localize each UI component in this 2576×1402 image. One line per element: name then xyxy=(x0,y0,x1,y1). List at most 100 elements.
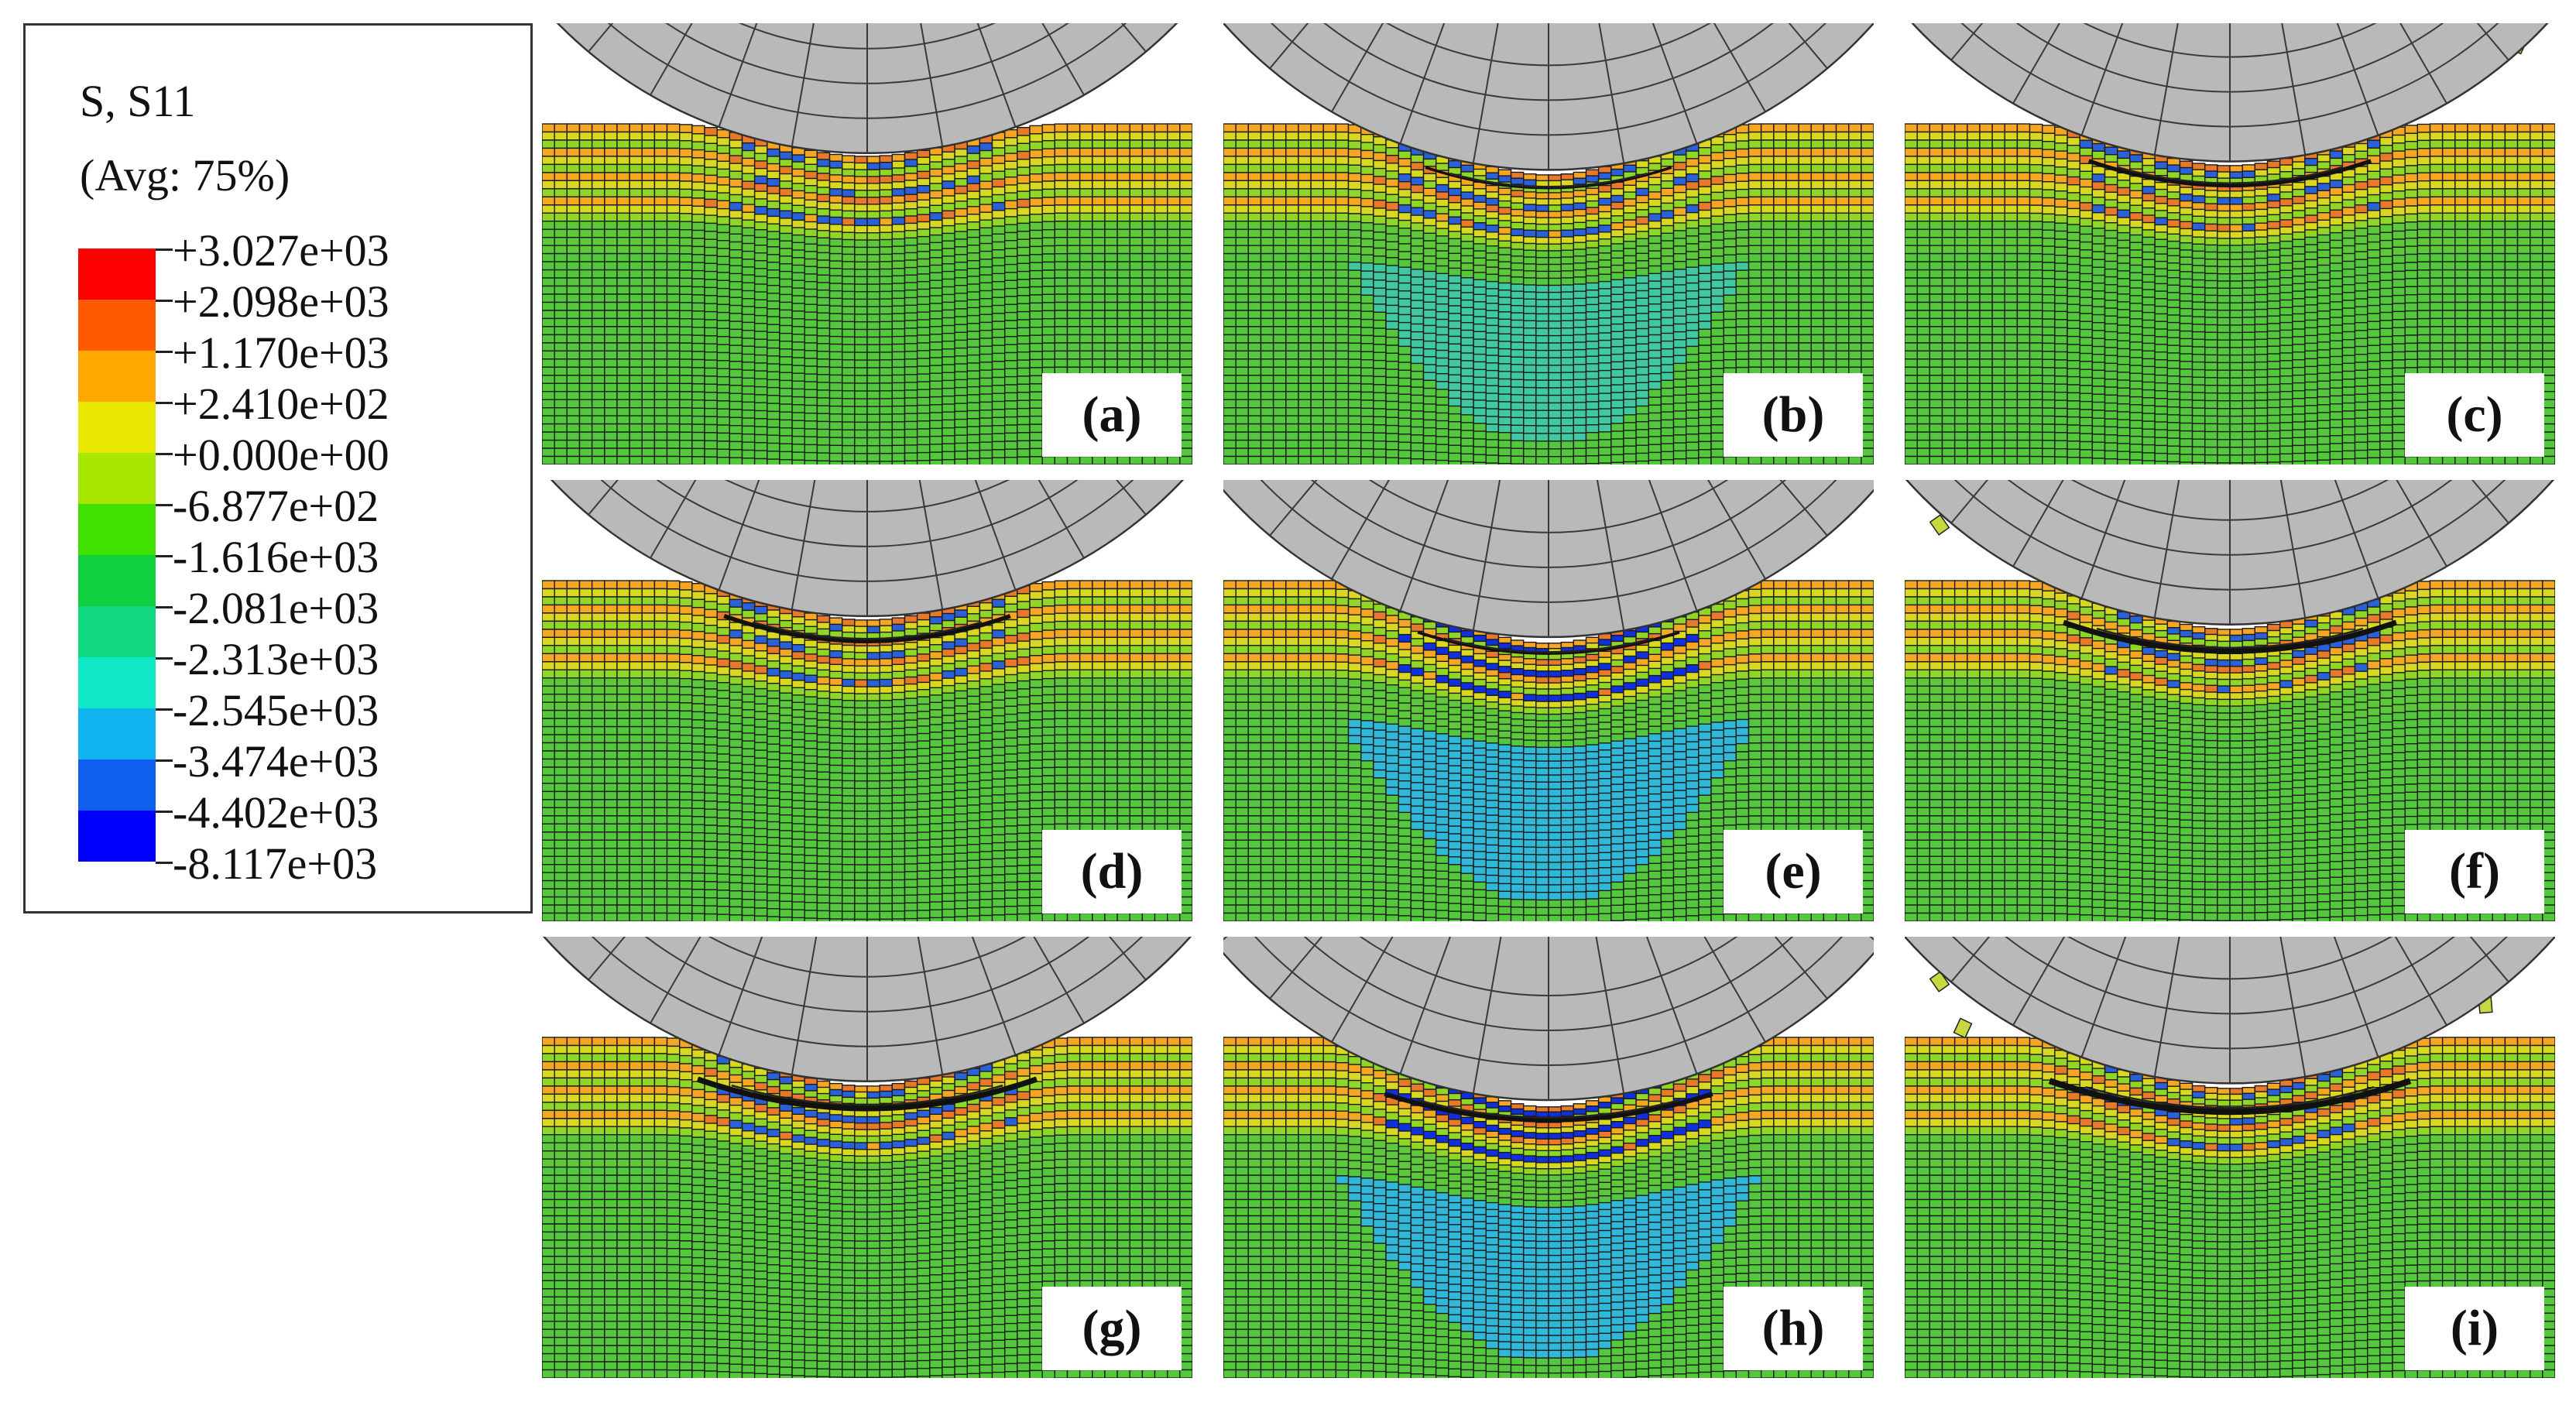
fea-mesh xyxy=(1905,937,2555,1378)
colorbar-tick xyxy=(156,759,173,762)
damage-crack xyxy=(2048,1078,2412,1116)
colorbar-tick xyxy=(156,811,173,813)
sphere-facets xyxy=(1223,937,1874,1100)
colorbar-tick xyxy=(156,249,173,251)
fea-panel-e: (e) xyxy=(1223,480,1874,921)
colorbar-tick-label: -2.081e+03 xyxy=(173,583,379,633)
colorbar-swatch xyxy=(78,300,156,351)
colorbar-tick xyxy=(156,555,173,557)
sphere-facets xyxy=(1905,937,2555,1084)
damage-crack xyxy=(731,1084,1003,1106)
panel-label: (g) xyxy=(1042,1287,1182,1370)
damage-crack xyxy=(1449,172,1648,188)
legend-title: S, S11 xyxy=(80,76,196,126)
colorbar-tick-label: -2.545e+03 xyxy=(173,685,379,735)
colorbar-tick-label: -4.402e+03 xyxy=(173,787,379,838)
colorbar-tick-label: +0.000e+00 xyxy=(173,430,389,480)
damage-crack xyxy=(752,621,983,640)
panel-label: (e) xyxy=(1724,830,1863,914)
mesh-grid xyxy=(1223,123,1874,464)
fea-panel-d: (d) xyxy=(542,480,1192,921)
colorbar-swatch xyxy=(78,606,156,657)
damage-crack xyxy=(723,614,1011,643)
colorbar-swatch xyxy=(78,453,156,504)
colorbar-tick xyxy=(156,300,173,302)
sphere-facets xyxy=(542,937,1192,1081)
indenter-sphere xyxy=(1905,480,2555,626)
indenter-sphere xyxy=(1905,937,2555,1085)
colorbar-tick xyxy=(156,453,173,455)
indenter-sphere xyxy=(1223,480,1874,638)
damage-crack xyxy=(2116,166,2344,184)
colorbar-tick-label: -8.117e+03 xyxy=(173,838,378,889)
colorbar-tick-label: -6.877e+02 xyxy=(173,481,379,531)
indenter-sphere xyxy=(1223,937,1874,1102)
sphere-facets xyxy=(1223,480,1874,637)
fea-mesh xyxy=(1223,23,1874,464)
colorbar-swatch xyxy=(78,708,156,759)
fea-panel-a: (a) xyxy=(542,23,1192,464)
panel-label: (f) xyxy=(2405,830,2544,914)
colorbar-tick xyxy=(156,862,173,864)
mesh-grid xyxy=(542,123,1192,464)
colorbar-tick-label: -2.313e+03 xyxy=(173,634,379,684)
colorbar-tick xyxy=(156,402,173,404)
sphere-facets xyxy=(1223,23,1874,170)
colorbar-swatch xyxy=(78,657,156,708)
indenter-sphere xyxy=(542,23,1192,154)
indenter-sphere xyxy=(542,937,1192,1082)
sphere-facets xyxy=(1905,480,2555,625)
indenter-sphere xyxy=(1905,23,2555,163)
damage-crack xyxy=(2085,1085,2375,1109)
colorbar-swatch xyxy=(78,351,156,402)
colorbar-tick-label: +2.410e+02 xyxy=(173,379,389,429)
stress-legend: S, S11 (Avg: 75%) +3.027e+03 +2.098e+03 +1… xyxy=(23,23,533,914)
damage-crack xyxy=(1417,630,1680,655)
colorbar-swatch xyxy=(78,402,156,453)
fea-mesh xyxy=(542,480,1192,921)
colorbar-tick xyxy=(156,606,173,608)
mesh-grid xyxy=(542,1037,1192,1378)
colorbar-swatch xyxy=(78,811,156,862)
panel-label: (b) xyxy=(1724,373,1863,457)
mesh-grid xyxy=(542,580,1192,921)
colorbar-swatch xyxy=(78,249,156,300)
sphere-facets xyxy=(542,23,1192,153)
colorbar xyxy=(78,249,173,864)
colorbar-tick-label: +2.098e+03 xyxy=(173,276,389,327)
fea-panel-f: (f) xyxy=(1905,480,2555,921)
panel-label: (d) xyxy=(1042,830,1182,914)
colorbar-tick xyxy=(156,657,173,660)
colorbar-swatch xyxy=(78,504,156,555)
damage-crack xyxy=(2096,627,2364,650)
fea-panel-b: (b) xyxy=(1223,23,1874,464)
panel-label: (i) xyxy=(2405,1287,2544,1370)
legend-subtitle: (Avg: 75%) xyxy=(80,150,290,201)
fea-panel-c: (c) xyxy=(1905,23,2555,464)
colorbar-tick xyxy=(156,351,173,353)
sphere-facets xyxy=(1905,23,2555,162)
indenter-sphere xyxy=(542,480,1192,617)
panel-label: (c) xyxy=(2405,373,2544,457)
panel-label: (h) xyxy=(1724,1287,1863,1370)
fea-panel-h: (h) xyxy=(1223,937,1874,1378)
damage-crack xyxy=(696,1076,1038,1112)
colorbar-tick-label: -1.616e+03 xyxy=(173,532,379,582)
fea-mesh xyxy=(542,23,1192,464)
damage-crack xyxy=(1384,1092,1713,1123)
colorbar-tick xyxy=(156,708,173,711)
debris-element xyxy=(1929,514,1950,536)
debris-element xyxy=(1929,971,1950,992)
colorbar-swatch xyxy=(78,555,156,606)
fea-mesh xyxy=(1223,937,1874,1378)
colorbar-swatch xyxy=(78,759,156,811)
colorbar-tick-label: -3.474e+03 xyxy=(173,736,379,787)
colorbar-tick-label: +1.170e+03 xyxy=(173,327,389,378)
damage-crack xyxy=(1417,1099,1680,1119)
indenter-sphere xyxy=(1223,23,1874,171)
mesh-grid xyxy=(1905,1037,2555,1378)
damage-crack xyxy=(1443,637,1654,653)
damage-crack xyxy=(1425,166,1672,190)
fea-panel-i: (i) xyxy=(1905,937,2555,1378)
fea-mesh xyxy=(542,937,1192,1378)
